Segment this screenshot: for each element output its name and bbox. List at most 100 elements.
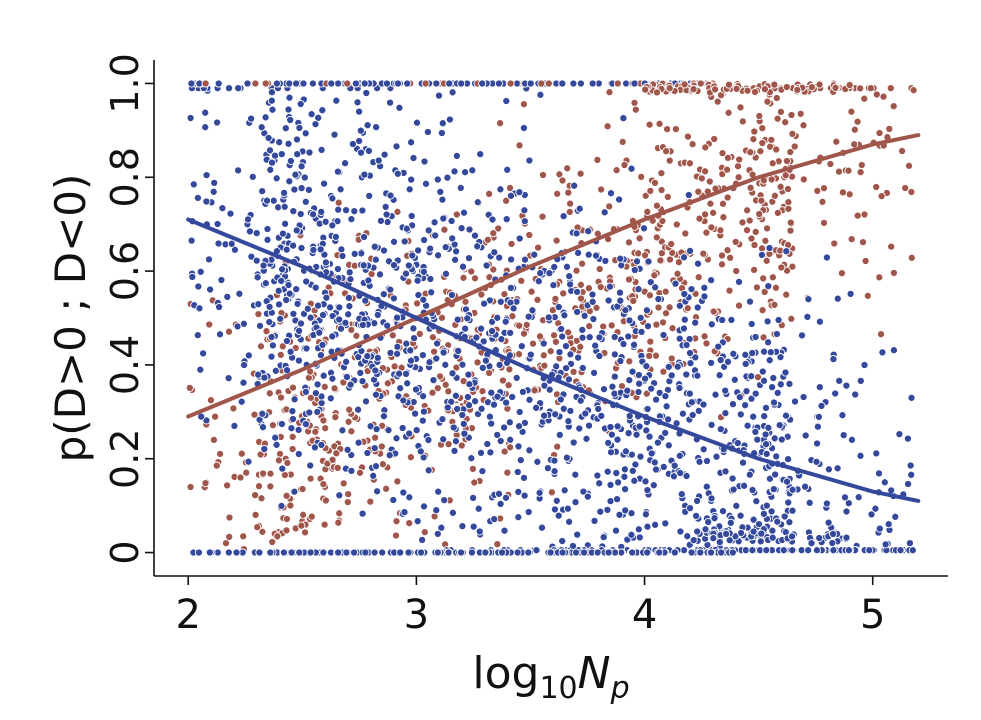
scatter-point (478, 79, 487, 88)
scatter-point (352, 331, 361, 340)
scatter-point (278, 464, 287, 473)
scatter-point (752, 283, 761, 292)
scatter-point (732, 84, 741, 93)
scatter-point (785, 518, 794, 527)
scatter-point (356, 126, 365, 135)
scatter-point (441, 380, 450, 389)
scatter-point (291, 170, 300, 179)
scatter-point (251, 491, 260, 500)
scatter-point (667, 371, 676, 380)
scatter-point (279, 548, 288, 557)
scatter-point (525, 446, 534, 455)
scatter-point (685, 504, 695, 513)
scatter-point (876, 330, 886, 339)
scatter-point (506, 435, 515, 444)
scatter-point (875, 524, 884, 533)
scatter-point (453, 315, 462, 324)
scatter-point (306, 393, 315, 402)
scatter-point (477, 404, 486, 413)
scatter-point (436, 187, 445, 196)
scatter-point (907, 187, 916, 197)
scatter-point (239, 319, 248, 328)
scatter-point (533, 457, 542, 466)
scatter-point (514, 350, 524, 359)
scatter-point (187, 236, 196, 245)
scatter-point (232, 548, 241, 557)
scatter-point (605, 282, 614, 291)
scatter-point (741, 350, 750, 359)
scatter-point (288, 414, 298, 424)
scatter-point (624, 332, 633, 341)
scatter-point (440, 496, 449, 505)
scatter-point (613, 422, 622, 431)
scatter-point (520, 255, 530, 264)
scatter-point (840, 493, 850, 502)
scatter-point (838, 411, 847, 420)
scatter-point (451, 437, 460, 446)
scatter-point (578, 333, 587, 342)
scatter-point (776, 182, 785, 191)
scatter-point (214, 239, 223, 248)
scatter-point (358, 320, 367, 330)
scatter-point (799, 175, 808, 184)
scatter-point (907, 393, 916, 402)
scatter-point (611, 526, 621, 535)
scatter-point (733, 438, 742, 448)
scatter-point (226, 209, 235, 218)
scatter-point (515, 234, 524, 243)
scatter-point (461, 324, 470, 333)
scatter-point (306, 313, 315, 322)
scatter-point (856, 451, 865, 460)
scatter-point (712, 452, 721, 461)
scatter-point (545, 269, 554, 278)
y-tick-label: 0.8 (103, 147, 147, 207)
scatter-point (646, 278, 655, 287)
scatter-point (534, 243, 543, 252)
scatter-point (664, 362, 673, 371)
scatter-point (441, 243, 450, 252)
scatter-point (393, 207, 402, 216)
scatter-point (695, 457, 704, 466)
scatter-point (563, 504, 572, 513)
scatter-point (685, 348, 695, 358)
scatter-point (245, 227, 254, 236)
scatter-point (262, 327, 271, 336)
scatter-point (607, 321, 616, 330)
scatter-point (768, 273, 777, 282)
scatter-point (480, 299, 489, 308)
scatter-point (413, 517, 422, 526)
scatter-point (781, 368, 790, 377)
scatter-point (769, 398, 779, 407)
scatter-point (615, 510, 624, 519)
scatter-point (342, 357, 351, 366)
scatter-point (532, 546, 541, 555)
scatter-point (772, 452, 781, 461)
scatter-point (634, 249, 643, 258)
y-tick-label: 0.2 (103, 429, 147, 489)
scatter-point (628, 466, 637, 475)
scatter-point (284, 139, 293, 148)
scatter-point (634, 525, 643, 534)
scatter-point (457, 224, 466, 233)
scatter-point (872, 90, 881, 99)
scatter-point (256, 450, 265, 459)
scatter-point (699, 445, 708, 454)
scatter-point (358, 206, 367, 215)
scatter-point (891, 512, 900, 521)
scatter-point (550, 456, 559, 465)
scatter-point (311, 427, 320, 436)
scatter-point (553, 442, 562, 451)
scatter-point (334, 79, 343, 88)
scatter-point (432, 79, 441, 88)
scatter-point (457, 548, 466, 557)
scatter-point (606, 189, 616, 198)
scatter-point (301, 197, 310, 206)
scatter-point (571, 470, 580, 479)
scatter-point (773, 388, 782, 397)
scatter-point (318, 310, 328, 320)
scatter-point (750, 240, 759, 250)
scatter-point (412, 118, 422, 127)
scatter-point (289, 241, 298, 250)
scatter-point (773, 208, 782, 217)
scatter-point (628, 548, 637, 557)
